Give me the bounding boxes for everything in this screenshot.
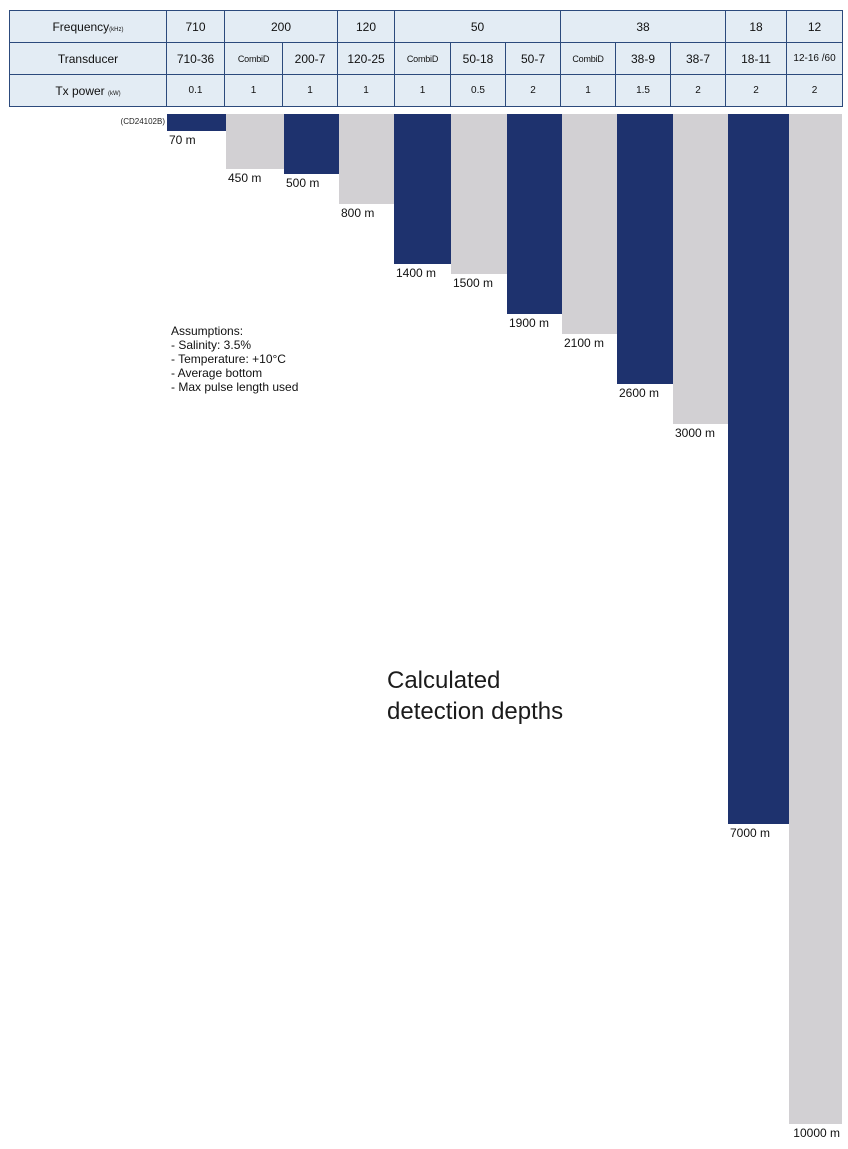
depth-label: 7000 m	[730, 826, 770, 840]
frequency-row-label: Frequency(kHz)	[9, 10, 167, 43]
frequency-cell: 50	[393, 10, 562, 43]
depth-bar	[339, 114, 394, 204]
transducer-cell: 710-36	[166, 42, 225, 75]
depth-label: 3000 m	[675, 426, 715, 440]
source-id: (CD24102B)	[120, 117, 165, 126]
depth-bar	[167, 114, 226, 131]
depth-label: 2100 m	[564, 336, 604, 350]
transducer-cell: 38-9	[615, 42, 672, 75]
tx-power-cell: 1	[224, 74, 283, 107]
transducer-cell: 12-16 /60	[786, 42, 844, 75]
transducer-cell: 50-7	[504, 42, 562, 75]
frequency-cell: 38	[560, 10, 727, 43]
depth-label: 10000 m	[793, 1126, 840, 1140]
depth-label: 70 m	[169, 133, 196, 147]
assumption-item: - Temperature: +10°C	[171, 352, 286, 366]
tx-power-cell: 2	[670, 74, 727, 107]
transducer-cell: CombiD	[394, 42, 451, 75]
depth-label: 800 m	[341, 206, 374, 220]
tx-power-cell: 1	[337, 74, 395, 107]
assumption-item: - Average bottom	[171, 366, 263, 380]
depth-bar	[728, 114, 789, 824]
assumptions-note: Assumptions: - Salinity: 3.5% - Temperat…	[171, 324, 298, 394]
tx-power-cell: 0.1	[166, 74, 225, 107]
tx-power-cell: 2	[786, 74, 844, 107]
depth-label: 2600 m	[619, 386, 659, 400]
chart-title-line: Calculated	[387, 667, 501, 694]
assumption-item: - Max pulse length used	[171, 380, 299, 394]
depth-label: 1500 m	[453, 276, 493, 290]
frequency-cell: 18	[725, 10, 788, 43]
tx-power-cell: 0.5	[450, 74, 506, 107]
depth-bar	[226, 114, 284, 169]
depth-bar	[394, 114, 451, 264]
transducer-table: Frequency(kHz) 710 200 120 50 38 18 12 T…	[9, 10, 844, 107]
tx-power-row-label: Tx power (kW)	[9, 74, 167, 107]
depth-bar	[451, 114, 507, 274]
transducer-cell: 18-11	[725, 42, 788, 75]
depth-bar	[507, 114, 562, 314]
depth-label: 1900 m	[509, 316, 549, 330]
assumption-item: - Salinity: 3.5%	[171, 338, 252, 352]
depth-bar	[789, 114, 842, 1124]
depth-label: 1400 m	[396, 266, 436, 280]
transducer-cell: 50-18	[450, 42, 506, 75]
depth-bar	[284, 114, 339, 174]
depth-bar	[617, 114, 673, 384]
transducer-row: Transducer 710-36 CombiD 200-7 120-25 Co…	[9, 42, 844, 75]
transducer-cell: 200-7	[282, 42, 338, 75]
assumptions-heading: Assumptions:	[171, 324, 244, 338]
depth-bar	[673, 114, 728, 424]
chart-title: Calculated detection depths	[387, 665, 563, 727]
depth-bar	[562, 114, 617, 334]
frequency-row: Frequency(kHz) 710 200 120 50 38 18 12	[9, 10, 844, 43]
depth-label: 450 m	[228, 171, 261, 185]
frequency-cell: 12	[786, 10, 844, 43]
tx-power-cell: 2	[504, 74, 562, 107]
tx-power-cell: 1	[282, 74, 338, 107]
tx-power-cell: 1	[560, 74, 617, 107]
tx-power-row: Tx power (kW) 0.1 1 1 1 1 0.5 2 1 1.5 2 …	[9, 74, 844, 107]
depth-label: 500 m	[286, 176, 319, 190]
chart-title-line: detection depths	[387, 698, 564, 725]
